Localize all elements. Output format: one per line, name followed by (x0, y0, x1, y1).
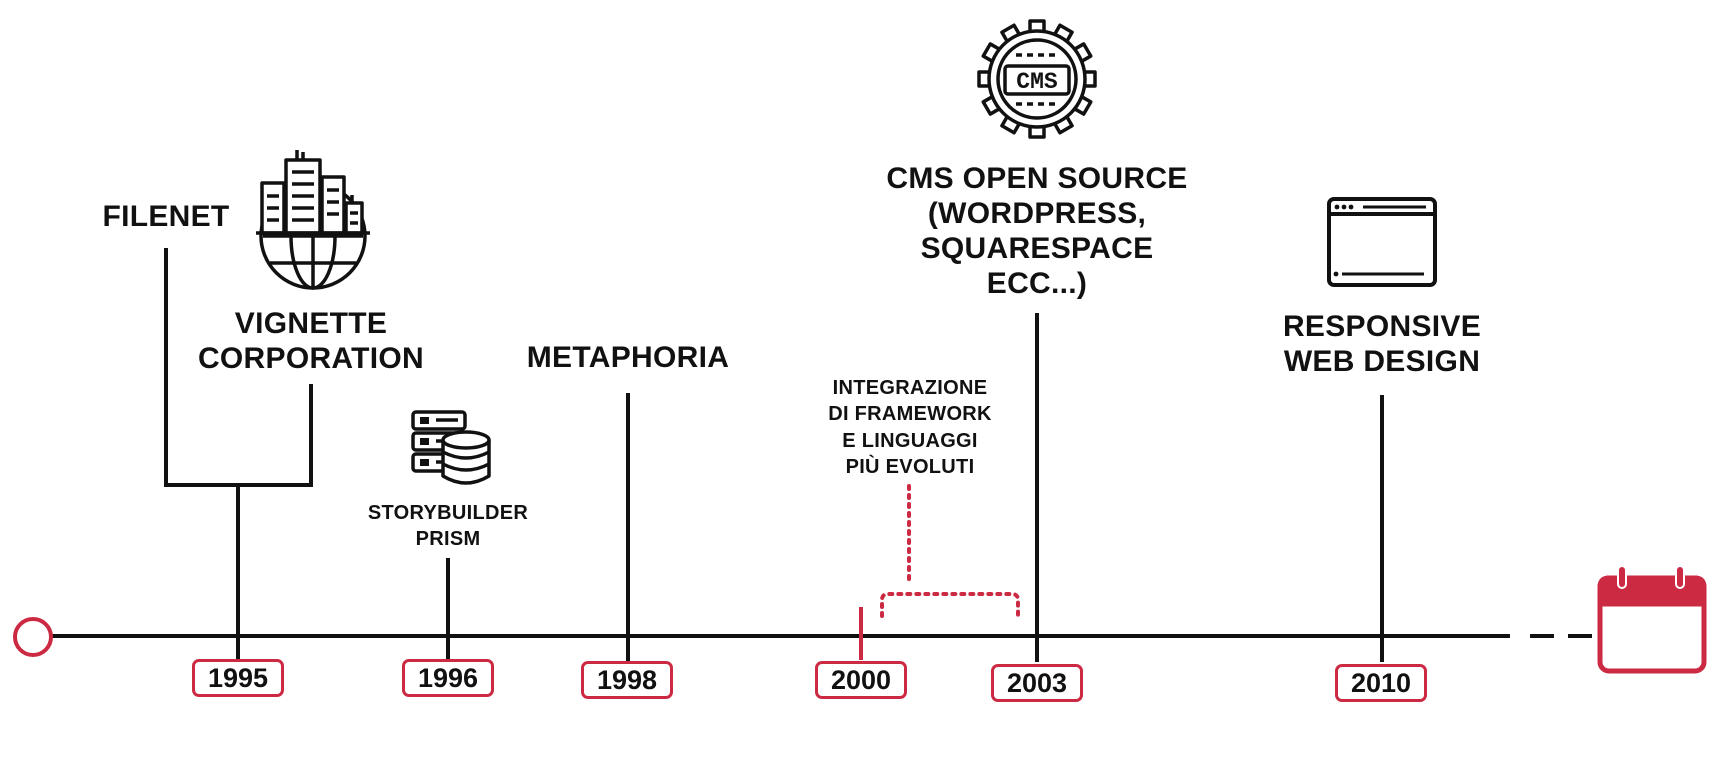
cms-icon-text: CMS (1016, 69, 1058, 95)
label-vignette-corporation: VIGNETTE CORPORATION (186, 306, 436, 377)
label-integrazione-line4: PIÙ EVOLUTI (845, 456, 975, 479)
browser-window-dots (1333, 204, 1354, 277)
label-cms-open-source: CMS OPEN SOURCE (WORDPRESS, SQUARESPACE … (877, 161, 1197, 301)
label-metaphoria: METAPHORIA (526, 341, 730, 374)
label-integrazione: INTEGRAZIONE DI FRAMEWORK E LINGUAGGI PI… (810, 375, 1010, 481)
start-circle-icon (13, 617, 53, 657)
label-rwd-line2: WEB DESIGN (1283, 345, 1481, 379)
calendar-icon (1597, 565, 1707, 674)
connector-1995 (164, 248, 313, 660)
label-cms-line1: CMS OPEN SOURCE (886, 162, 1188, 195)
label-responsive-web-design: RESPONSIVE WEB DESIGN (1262, 309, 1502, 380)
label-integrazione-line3: E LINGUAGGI (842, 429, 978, 452)
label-storybuilder-line1: STORYBUILDER (367, 502, 529, 524)
year-badge-1995: 1995 (192, 659, 284, 697)
span-bracket-2000-2003 (880, 484, 1020, 618)
label-cms-line4: ECC...) (986, 267, 1088, 301)
server-database-icon (411, 410, 491, 485)
label-cms-line3: SQUARESPACE (920, 232, 1154, 266)
year-badge-2000: 2000 (815, 661, 907, 699)
year-badge-1996: 1996 (402, 659, 494, 697)
label-storybuilder-line2: PRISM (415, 528, 481, 550)
browser-window-icon (1327, 197, 1437, 287)
label-vignette-line2: CORPORATION (197, 342, 425, 376)
year-badge-1998: 1998 (581, 661, 673, 699)
label-integrazione-line2: DI FRAMEWORK (828, 403, 992, 426)
year-badge-2010: 2010 (1335, 664, 1427, 702)
label-filenet: FILENET (102, 200, 230, 233)
label-rwd-line1: RESPONSIVE (1282, 310, 1482, 343)
year-badge-2003: 2003 (991, 664, 1083, 702)
label-integrazione-line1: INTEGRAZIONE (832, 377, 988, 399)
city-globe-icon (256, 150, 370, 290)
cms-gear-icon (977, 19, 1097, 139)
label-vignette-line1: VIGNETTE (234, 307, 388, 340)
label-cms-line2: (WORDPRESS, (927, 197, 1147, 231)
label-storybuilder-prism: STORYBUILDER PRISM (358, 500, 538, 552)
